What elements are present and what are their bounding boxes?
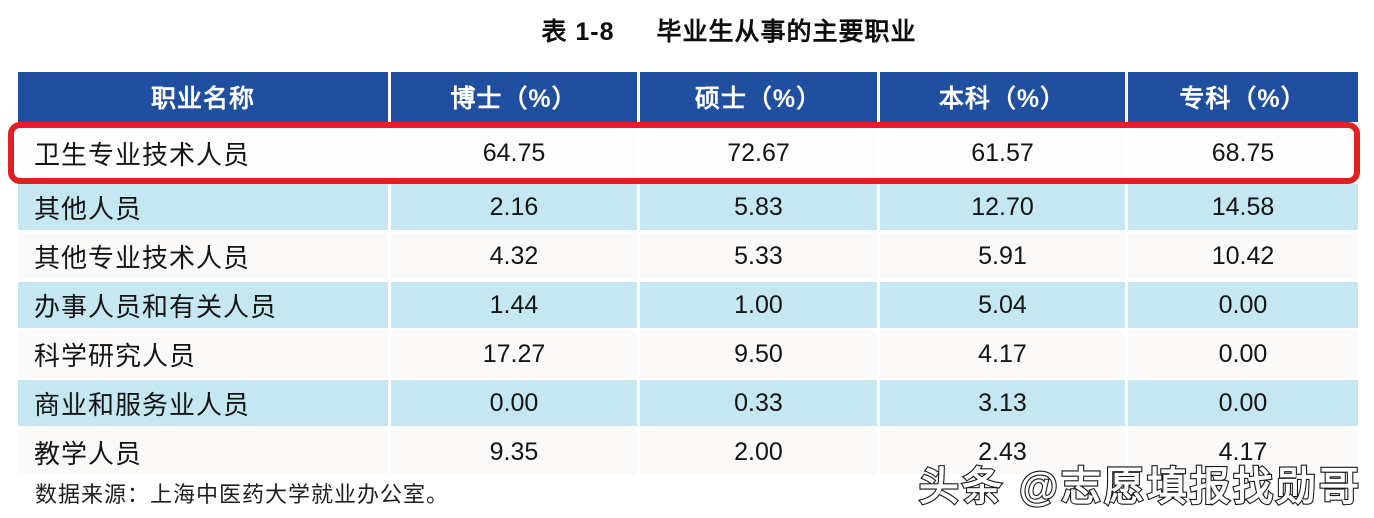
master-value: 1.00 xyxy=(637,282,877,328)
header-bachelor: 本科（%） xyxy=(877,72,1125,122)
table-number: 表 1-8 xyxy=(541,18,615,46)
associate-value: 0.00 xyxy=(1125,331,1358,377)
table-row: 商业和服务业人员 0.00 0.33 3.13 0.00 xyxy=(18,380,1358,426)
table-row: 教学人员 9.35 2.00 2.43 4.17 xyxy=(18,429,1358,475)
table-row: 卫生专业技术人员 64.75 72.67 61.57 68.75 xyxy=(18,128,1358,180)
occupation-name: 办事人员和有关人员 xyxy=(34,291,278,322)
bachelor-value: 61.57 xyxy=(877,128,1125,178)
occupation-name: 其他人员 xyxy=(34,193,143,224)
occupation-name: 其他专业技术人员 xyxy=(34,242,251,273)
associate-value: 14.58 xyxy=(1125,184,1358,230)
bachelor-value: 5.04 xyxy=(877,282,1125,328)
bachelor-value: 12.70 xyxy=(877,184,1125,230)
source-note: 数据来源：上海中医药大学就业办公室。 xyxy=(35,482,450,507)
header-associate: 专科（%） xyxy=(1125,72,1358,122)
phd-value: 1.44 xyxy=(388,282,637,328)
master-value: 2.00 xyxy=(637,429,877,475)
table-header-row: 职业名称 博士（%） 硕士（%） 本科（%） 专科（%） xyxy=(18,72,1358,122)
occupation-name: 科学研究人员 xyxy=(34,340,197,371)
master-value: 5.33 xyxy=(637,233,877,279)
master-value: 0.33 xyxy=(637,380,877,426)
table-row: 其他人员 2.16 5.83 12.70 14.58 xyxy=(18,184,1358,230)
associate-value: 10.42 xyxy=(1125,233,1358,279)
master-value: 9.50 xyxy=(637,331,877,377)
occupations-table: 职业名称 博士（%） 硕士（%） 本科（%） 专科（%） 卫生专业技术人员 64… xyxy=(18,72,1358,478)
occupation-name: 商业和服务业人员 xyxy=(34,389,251,420)
phd-value: 2.16 xyxy=(388,184,637,230)
associate-value: 4.17 xyxy=(1125,429,1358,475)
table-caption: 毕业生从事的主要职业 xyxy=(656,18,917,46)
table-row: 办事人员和有关人员 1.44 1.00 5.04 0.00 xyxy=(18,282,1358,328)
bachelor-value: 2.43 xyxy=(877,429,1125,475)
table-row: 科学研究人员 17.27 9.50 4.17 0.00 xyxy=(18,331,1358,377)
header-master: 硕士（%） xyxy=(637,72,877,122)
bachelor-value: 4.17 xyxy=(877,331,1125,377)
table-body: 卫生专业技术人员 64.75 72.67 61.57 68.75 其他人员 2.… xyxy=(18,128,1358,475)
phd-value: 17.27 xyxy=(388,331,637,377)
phd-value: 0.00 xyxy=(388,380,637,426)
associate-value: 0.00 xyxy=(1125,282,1358,328)
table-row: 其他专业技术人员 4.32 5.33 5.91 10.42 xyxy=(18,233,1358,279)
phd-value: 4.32 xyxy=(388,233,637,279)
associate-value: 68.75 xyxy=(1125,128,1358,178)
bachelor-value: 5.91 xyxy=(877,233,1125,279)
watermark: 头条 @志愿填报找勋哥 xyxy=(918,464,1362,510)
table-title: 表 1-8 毕业生从事的主要职业 xyxy=(42,12,1374,48)
occupation-name: 教学人员 xyxy=(34,438,143,469)
master-value: 5.83 xyxy=(637,184,877,230)
phd-value: 9.35 xyxy=(388,429,637,475)
header-occupation: 职业名称 xyxy=(150,85,255,113)
bachelor-value: 3.13 xyxy=(877,380,1125,426)
associate-value: 0.00 xyxy=(1125,380,1358,426)
header-phd: 博士（%） xyxy=(388,72,637,122)
phd-value: 64.75 xyxy=(388,128,637,178)
master-value: 72.67 xyxy=(637,128,877,178)
occupation-name: 卫生专业技术人员 xyxy=(34,139,251,170)
